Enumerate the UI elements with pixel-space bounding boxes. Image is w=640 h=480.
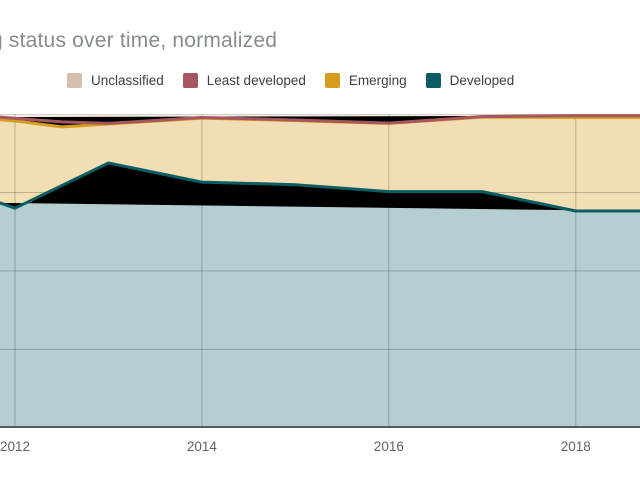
legend-item-least-developed: Least developed (182, 73, 306, 88)
x-axis: 2012 2014 2016 2018 (0, 439, 640, 459)
legend-item-developed: Developed (425, 73, 515, 88)
emerging-swatch-icon (324, 73, 340, 88)
series-line-least-developed (0, 114, 640, 125)
x-tick-2014: 2014 (186, 439, 217, 454)
series-line-developed (0, 161, 640, 213)
area-band-emerging (0, 117, 640, 211)
legend-label: Developed (449, 73, 515, 88)
legend: Unclassified Least developed Emerging De… (67, 73, 514, 88)
plot-area (0, 114, 640, 428)
x-tick-2016: 2016 (373, 439, 404, 454)
least-developed-swatch-icon (182, 73, 198, 88)
x-tick-2012: 2012 (0, 439, 31, 454)
area-band-developed (0, 163, 640, 428)
x-tick-2018: 2018 (560, 439, 591, 454)
chart-title: g status over time, normalized (0, 29, 278, 52)
stacked-area-chart (0, 114, 640, 428)
unclassified-swatch-icon (67, 73, 82, 88)
legend-label: Unclassified (91, 73, 164, 88)
legend-label: Least developed (206, 73, 306, 88)
legend-item-unclassified: Unclassified (67, 73, 164, 88)
developed-swatch-icon (425, 73, 441, 88)
legend-item-emerging: Emerging (324, 73, 407, 88)
legend-label: Emerging (348, 73, 407, 88)
